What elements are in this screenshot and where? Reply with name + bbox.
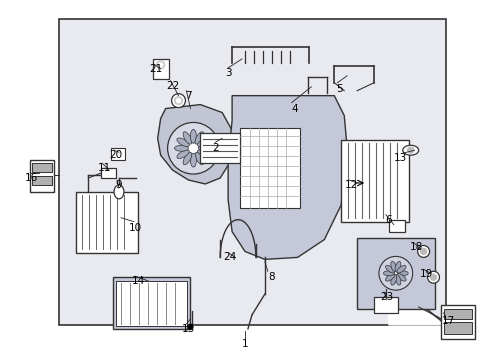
Circle shape bbox=[188, 324, 193, 329]
Text: 14: 14 bbox=[132, 276, 146, 286]
Polygon shape bbox=[228, 96, 347, 260]
Ellipse shape bbox=[379, 256, 413, 290]
Ellipse shape bbox=[386, 274, 395, 281]
Text: 3: 3 bbox=[225, 68, 231, 78]
Ellipse shape bbox=[391, 261, 396, 272]
Text: 7: 7 bbox=[185, 91, 192, 101]
Circle shape bbox=[431, 274, 437, 280]
Ellipse shape bbox=[389, 266, 403, 281]
Bar bbox=[116, 281, 188, 326]
Bar bbox=[59, 19, 446, 325]
Ellipse shape bbox=[191, 153, 196, 167]
Bar bbox=[374, 297, 398, 313]
Text: 10: 10 bbox=[129, 222, 143, 233]
Circle shape bbox=[159, 63, 163, 67]
Ellipse shape bbox=[114, 185, 124, 199]
Text: 6: 6 bbox=[386, 215, 392, 225]
Ellipse shape bbox=[198, 145, 212, 151]
Bar bbox=[357, 238, 435, 309]
Ellipse shape bbox=[428, 271, 440, 283]
Bar bbox=[111, 148, 125, 160]
Text: 22: 22 bbox=[166, 81, 179, 91]
Ellipse shape bbox=[383, 271, 394, 276]
Text: 4: 4 bbox=[291, 104, 298, 113]
Ellipse shape bbox=[183, 132, 192, 144]
Ellipse shape bbox=[197, 138, 210, 147]
Ellipse shape bbox=[183, 138, 203, 158]
Ellipse shape bbox=[397, 271, 408, 276]
Bar bbox=[341, 140, 409, 222]
Bar bbox=[30, 160, 54, 192]
Bar bbox=[441, 305, 475, 339]
Circle shape bbox=[408, 147, 414, 153]
Ellipse shape bbox=[417, 246, 430, 257]
Ellipse shape bbox=[168, 122, 219, 174]
Text: 16: 16 bbox=[25, 173, 38, 183]
Ellipse shape bbox=[397, 274, 406, 281]
Circle shape bbox=[157, 61, 165, 69]
Bar bbox=[32, 163, 51, 172]
Ellipse shape bbox=[172, 94, 185, 108]
Circle shape bbox=[174, 96, 182, 105]
Ellipse shape bbox=[195, 152, 204, 165]
Bar bbox=[444, 322, 472, 334]
Text: 15: 15 bbox=[182, 324, 195, 334]
Ellipse shape bbox=[183, 152, 192, 165]
Text: 2: 2 bbox=[212, 143, 219, 153]
Ellipse shape bbox=[395, 275, 401, 285]
Bar bbox=[32, 176, 51, 185]
Ellipse shape bbox=[195, 132, 204, 144]
Text: 17: 17 bbox=[442, 316, 455, 326]
Ellipse shape bbox=[191, 129, 196, 143]
Ellipse shape bbox=[174, 145, 189, 151]
Ellipse shape bbox=[177, 138, 189, 147]
Bar bbox=[101, 168, 116, 178]
Text: 1: 1 bbox=[242, 339, 248, 349]
Text: 20: 20 bbox=[109, 150, 122, 160]
Text: 18: 18 bbox=[410, 243, 423, 252]
Ellipse shape bbox=[197, 150, 210, 158]
Text: 23: 23 bbox=[380, 292, 393, 302]
Ellipse shape bbox=[386, 265, 395, 273]
Text: 11: 11 bbox=[98, 163, 111, 173]
Bar bbox=[76, 192, 138, 253]
Text: 8: 8 bbox=[269, 272, 275, 282]
Bar bbox=[240, 129, 299, 208]
Text: 24: 24 bbox=[223, 252, 237, 262]
Polygon shape bbox=[389, 279, 446, 325]
Text: 12: 12 bbox=[344, 180, 358, 190]
Ellipse shape bbox=[177, 150, 189, 158]
Circle shape bbox=[176, 99, 180, 103]
Circle shape bbox=[420, 248, 427, 255]
Bar bbox=[389, 220, 405, 231]
Text: 21: 21 bbox=[149, 64, 162, 74]
Bar bbox=[200, 133, 240, 163]
Text: 19: 19 bbox=[420, 269, 433, 279]
Text: 5: 5 bbox=[336, 84, 343, 94]
Bar bbox=[113, 277, 191, 329]
Text: 13: 13 bbox=[394, 153, 407, 163]
Polygon shape bbox=[158, 105, 232, 184]
Bar bbox=[444, 309, 472, 319]
Ellipse shape bbox=[391, 275, 396, 285]
Ellipse shape bbox=[395, 261, 401, 272]
Ellipse shape bbox=[397, 265, 406, 273]
Text: 9: 9 bbox=[116, 180, 122, 190]
Bar bbox=[153, 59, 169, 79]
Ellipse shape bbox=[403, 145, 418, 155]
